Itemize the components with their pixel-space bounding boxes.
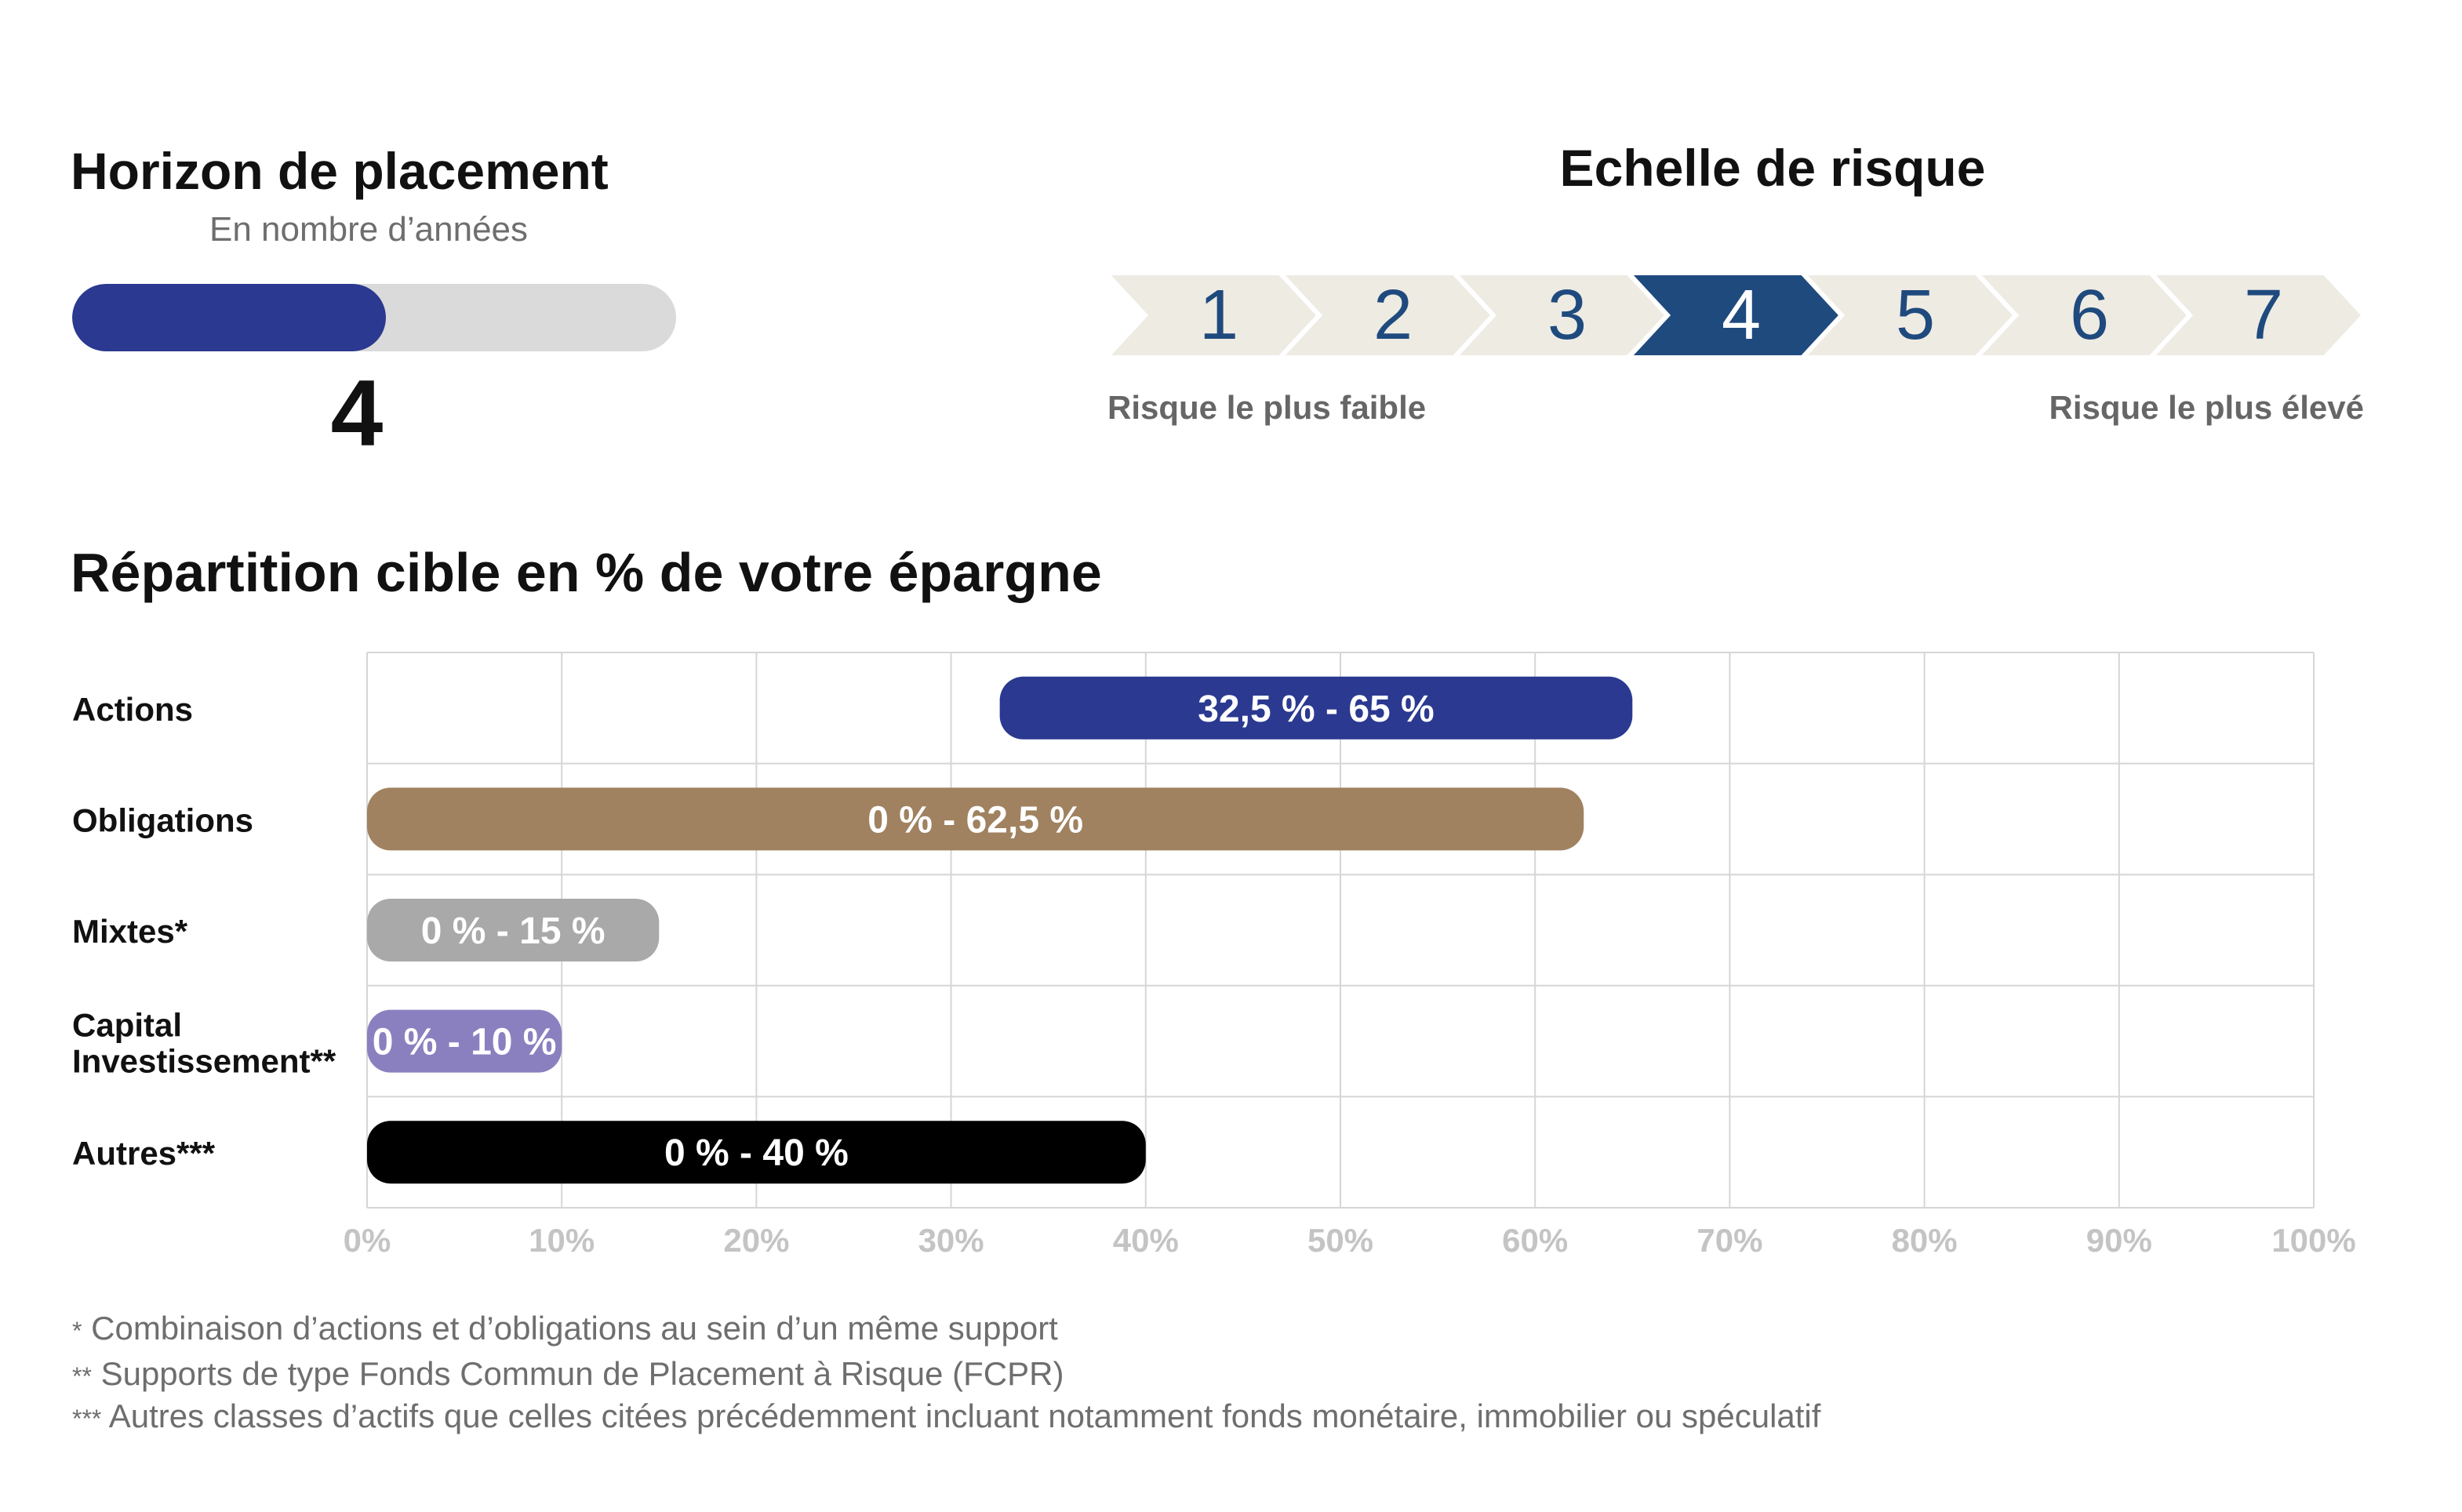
risk-level-5 bbox=[1798, 273, 2020, 358]
risk-level-3-label: 3 bbox=[1547, 276, 1587, 354]
risk-level-2-label: 2 bbox=[1373, 276, 1413, 354]
category-label-1: Actions bbox=[72, 691, 193, 728]
category-label-2: Obligations bbox=[72, 801, 253, 838]
x-tick-label: 100% bbox=[2271, 1222, 2355, 1259]
risk-level-3 bbox=[1450, 273, 1671, 358]
allocation-title: Répartition cible en % de votre épargne bbox=[71, 542, 1102, 603]
risk-level-7-label: 7 bbox=[2244, 276, 2283, 354]
bar-5 bbox=[367, 1121, 1146, 1184]
risk-level-1-label: 1 bbox=[1199, 276, 1238, 354]
allocation-chart: 0% 10% 20% 30% 40% 50% 60% 70% 80% 90% 100% 32,5 % … bbox=[72, 652, 2356, 1259]
bar-1 bbox=[999, 676, 1633, 740]
risk-level-4 bbox=[1624, 273, 1846, 358]
bar-2 bbox=[367, 787, 1584, 851]
footnote-3-text: Autres classes d’actifs que celles citée… bbox=[108, 1398, 1821, 1434]
x-tick-label: 20% bbox=[723, 1222, 789, 1259]
x-tick-label: 30% bbox=[918, 1222, 984, 1259]
footnote-2: ** Supports de type Fonds Commun de Plac… bbox=[72, 1355, 1064, 1393]
risk-low-label: Risque le plus faible bbox=[1107, 389, 1427, 426]
horizon-title: Horizon de placement bbox=[71, 142, 609, 200]
x-tick-label: 40% bbox=[1113, 1222, 1179, 1259]
horizon-value: 4 bbox=[330, 361, 384, 466]
footnote-3: *** Autres classes d’actifs que celles c… bbox=[72, 1398, 1820, 1435]
bar-4-label: 0 % - 10 % bbox=[373, 1022, 557, 1063]
category-label-5: Autres*** bbox=[72, 1135, 216, 1172]
x-tick-label: 50% bbox=[1307, 1222, 1373, 1259]
risk-level-7 bbox=[2147, 273, 2368, 358]
footnote-1-stars: * bbox=[72, 1317, 82, 1345]
footnote-2-text: Supports de type Fonds Commun de Placeme… bbox=[100, 1355, 1064, 1392]
risk-scale-title: Echelle de risque bbox=[1559, 139, 1986, 197]
footnote-2-stars: ** bbox=[72, 1362, 92, 1390]
risk-level-6 bbox=[1973, 273, 2194, 358]
x-tick-label: 80% bbox=[1892, 1222, 1958, 1259]
bar-2-label: 0 % - 62,5 % bbox=[867, 799, 1083, 841]
bar-3-label: 0 % - 15 % bbox=[421, 910, 605, 952]
risk-level-5-label: 5 bbox=[1896, 276, 1935, 354]
x-tick-label: 60% bbox=[1502, 1222, 1568, 1259]
bar-3 bbox=[367, 899, 660, 961]
category-label-3: Mixtes* bbox=[72, 913, 188, 950]
x-tick-label: 70% bbox=[1696, 1222, 1762, 1259]
risk-high-label: Risque le plus élevé bbox=[2049, 389, 2364, 426]
bar-5-label: 0 % - 40 % bbox=[664, 1132, 849, 1174]
footnote-1: * Combinaison d’actions et d’obligations… bbox=[72, 1310, 1058, 1347]
risk-level-4-label: 4 bbox=[1722, 276, 1761, 354]
risk-scale: 1 2 3 4 5 6 7 bbox=[1106, 273, 2368, 358]
x-tick-label: 10% bbox=[529, 1222, 595, 1259]
horizon-progress-fill bbox=[72, 284, 387, 351]
horizon-subtitle: En nombre d’années bbox=[209, 210, 529, 249]
footnote-3-stars: *** bbox=[72, 1405, 102, 1433]
bar-4 bbox=[367, 1009, 562, 1073]
risk-level-6-label: 6 bbox=[2070, 276, 2109, 354]
x-tick-label: 90% bbox=[2086, 1222, 2152, 1259]
footnote-1-text: Combinaison d’actions et d’obligations a… bbox=[91, 1310, 1058, 1347]
bar-1-label: 32,5 % - 65 % bbox=[1198, 689, 1435, 730]
horizon-progress-track bbox=[72, 284, 676, 351]
risk-level-1 bbox=[1106, 273, 1323, 358]
risk-level-2 bbox=[1276, 273, 1497, 358]
category-label-4: Capital Investissement** bbox=[72, 1007, 336, 1080]
x-tick-label: 0% bbox=[344, 1222, 391, 1259]
